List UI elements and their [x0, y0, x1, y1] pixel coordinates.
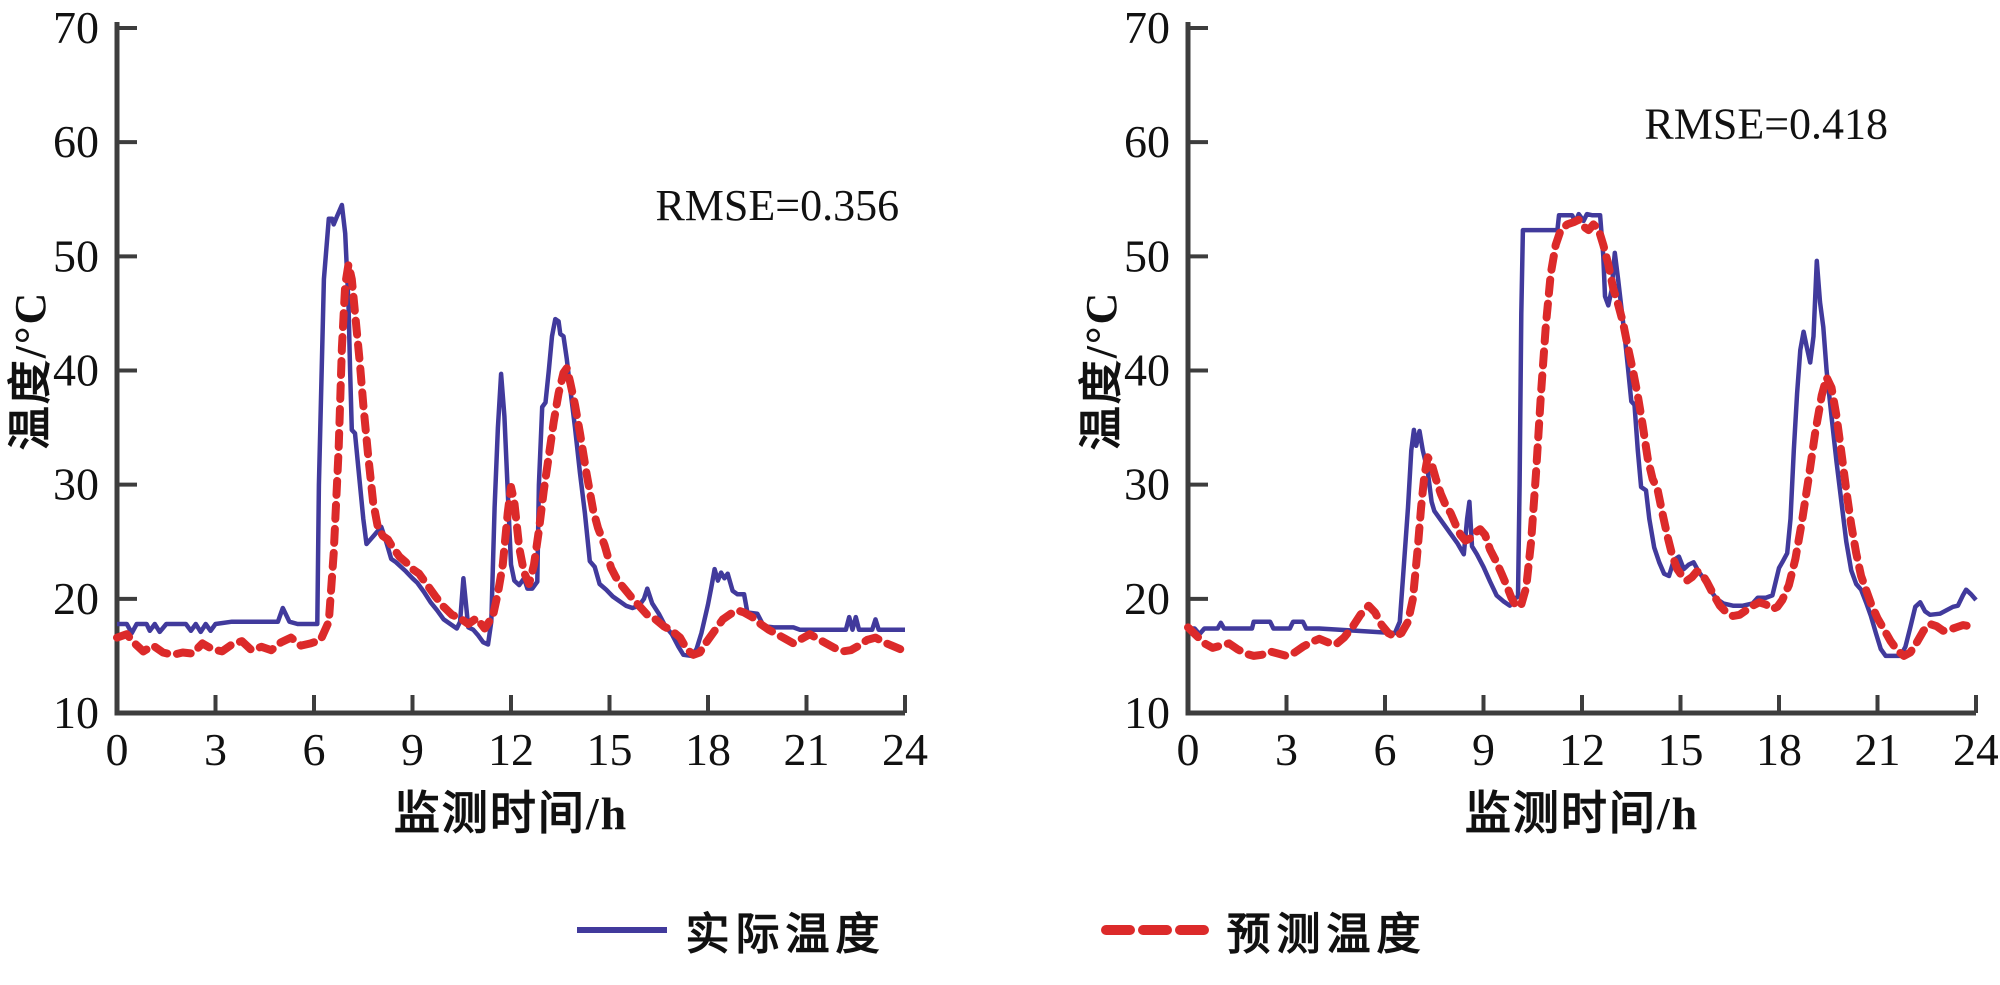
actual-temperature-line [1188, 211, 1978, 659]
x-tick-label: 15 [1658, 724, 1704, 775]
y-tick-label: 30 [53, 459, 99, 510]
y-axis-title: 温度/°C [7, 291, 55, 451]
y-tick-label: 10 [53, 687, 99, 738]
rmse-annotation: RMSE=0.356 [655, 181, 899, 230]
x-tick-label: 0 [1177, 724, 1200, 775]
legend-item-predicted: 预测温度 [1100, 898, 1427, 962]
x-axis-title: 监测时间/h [394, 788, 628, 839]
x-tick-label: 3 [204, 724, 227, 775]
predicted-temperature-line [113, 260, 909, 659]
legend-item-actual: 实际温度 [574, 898, 886, 962]
y-tick-label: 40 [1124, 345, 1170, 396]
x-tick-label: 18 [1756, 724, 1802, 775]
actual-line-swatch [576, 927, 667, 933]
y-tick-label: 20 [53, 573, 99, 624]
x-tick-label: 9 [1472, 724, 1495, 775]
x-tick-label: 21 [784, 724, 830, 775]
x-tick-label: 0 [106, 724, 129, 775]
legend-label-predicted: 预测温度 [1226, 910, 1427, 959]
x-tick-label: 6 [1374, 724, 1397, 775]
x-tick-label: 6 [303, 724, 326, 775]
left-chart: 10 20 30 40 50 60 70 0 3 6 9 12 15 18 21 24 监测时间/h 温度/°C R… [7, 2, 928, 839]
axis-spines [114, 22, 905, 716]
x-tick-label: 24 [882, 724, 928, 775]
y-axis-title: 温度/°C [1078, 291, 1126, 451]
y-tick-label: 60 [1124, 116, 1170, 167]
x-tick-label: 18 [685, 724, 731, 775]
x-tick-label: 24 [1953, 724, 1998, 775]
y-tick-label: 50 [53, 230, 99, 281]
x-tick-label: 12 [1559, 724, 1605, 775]
rmse-annotation: RMSE=0.418 [1644, 100, 1888, 149]
y-tick-label: 70 [1124, 2, 1170, 53]
x-tick-label: 3 [1275, 724, 1298, 775]
x-tick-label: 21 [1855, 724, 1901, 775]
x-axis-title: 监测时间/h [1465, 788, 1699, 839]
actual-temperature-line [117, 202, 905, 659]
legend-label-actual: 实际温度 [685, 910, 886, 959]
x-tick-label: 9 [401, 724, 424, 775]
y-tick-label: 10 [1124, 687, 1170, 738]
y-tick-label: 50 [1124, 230, 1170, 281]
y-tick-label: 30 [1124, 459, 1170, 510]
y-tick-label: 70 [53, 2, 99, 53]
legend: 实际温度 预测温度 [0, 898, 2000, 962]
y-tick-label: 20 [1124, 573, 1170, 624]
y-tick-label: 40 [53, 345, 99, 396]
predicted-line-swatch [1100, 925, 1211, 935]
y-tick-label: 60 [53, 116, 99, 167]
axis-spines [1185, 22, 1976, 716]
x-tick-label: 15 [587, 724, 633, 775]
right-chart: 10 20 30 40 50 60 70 0 3 6 9 12 15 18 21 24 监测时间/h 温度/°C R… [1078, 2, 1998, 839]
predicted-temperature-line [1184, 215, 1980, 660]
x-tick-label: 12 [488, 724, 534, 775]
